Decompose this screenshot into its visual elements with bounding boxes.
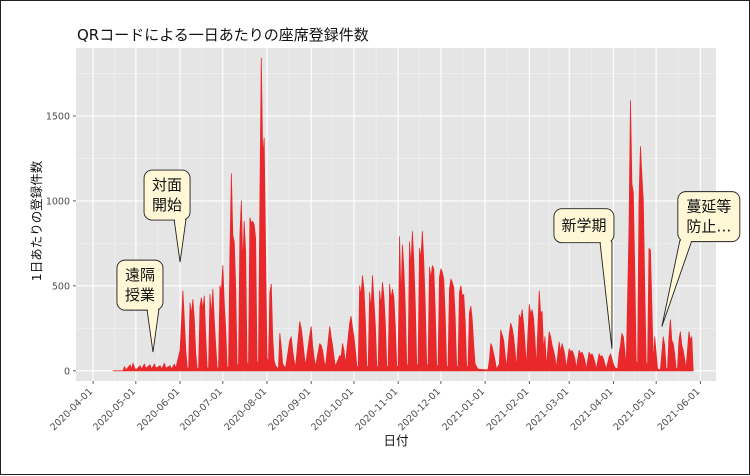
x-tick-label: 2020-12-01	[396, 386, 443, 433]
callout-seam	[680, 239, 691, 243]
x-tick-label: 2020-11-01	[353, 386, 400, 433]
callout-text: 授業	[125, 286, 155, 304]
series-area	[112, 57, 694, 372]
x-tick-label: 2021-04-01	[569, 386, 616, 433]
callout-text: 防止…	[686, 218, 731, 236]
x-axis: 2020-04-012020-05-012020-06-012020-07-01…	[48, 381, 702, 433]
callout-layer: 遠隔授業対面開始新学期蔓延等防止…	[116, 169, 741, 353]
x-tick-label: 2020-07-01	[178, 386, 225, 433]
x-tick-label: 2021-01-01	[440, 386, 487, 433]
callout-text: 新学期	[561, 217, 606, 235]
callout-text: 開始	[152, 196, 182, 214]
x-tick-label: 2020-08-01	[222, 386, 269, 433]
callout: 新学期	[553, 208, 615, 349]
x-tick-label: 2021-06-01	[656, 386, 703, 433]
y-tick-label: 1000	[46, 196, 70, 207]
series-layer	[112, 57, 694, 372]
chart-title: QRコードによる一日あたりの座席登録件数	[77, 26, 369, 44]
x-axis-title: 日付	[383, 433, 408, 448]
callout-seam	[175, 218, 186, 222]
callout-box	[116, 259, 164, 311]
x-tick-label: 2020-10-01	[309, 386, 356, 433]
callout-seam	[147, 308, 158, 312]
y-axis: 0 500 1000 1500	[46, 111, 76, 377]
y-tick-label: 500	[52, 281, 70, 292]
x-tick-label: 2020-06-01	[135, 386, 182, 433]
callout: 蔓延等防止…	[661, 191, 741, 327]
y-axis-title: 1日あたりの登録件数	[29, 160, 44, 281]
callout-text: 遠隔	[125, 266, 155, 284]
x-tick-label: 2020-04-01	[48, 386, 95, 433]
minor-gridlines	[76, 48, 716, 381]
callout-text: 蔓延等	[686, 198, 731, 216]
x-tick-label: 2021-03-01	[524, 386, 571, 433]
callout-text: 対面	[152, 176, 182, 194]
callout-seam	[600, 240, 611, 244]
callout-box	[553, 208, 615, 244]
callout-box	[677, 191, 741, 243]
callout-box	[143, 169, 191, 221]
x-tick-label: 2021-05-01	[611, 386, 658, 433]
x-tick-label: 2020-09-01	[266, 386, 313, 433]
y-tick-label: 1500	[46, 111, 70, 122]
y-tick-label: 0	[64, 366, 70, 377]
x-tick-label: 2020-05-01	[91, 386, 138, 433]
